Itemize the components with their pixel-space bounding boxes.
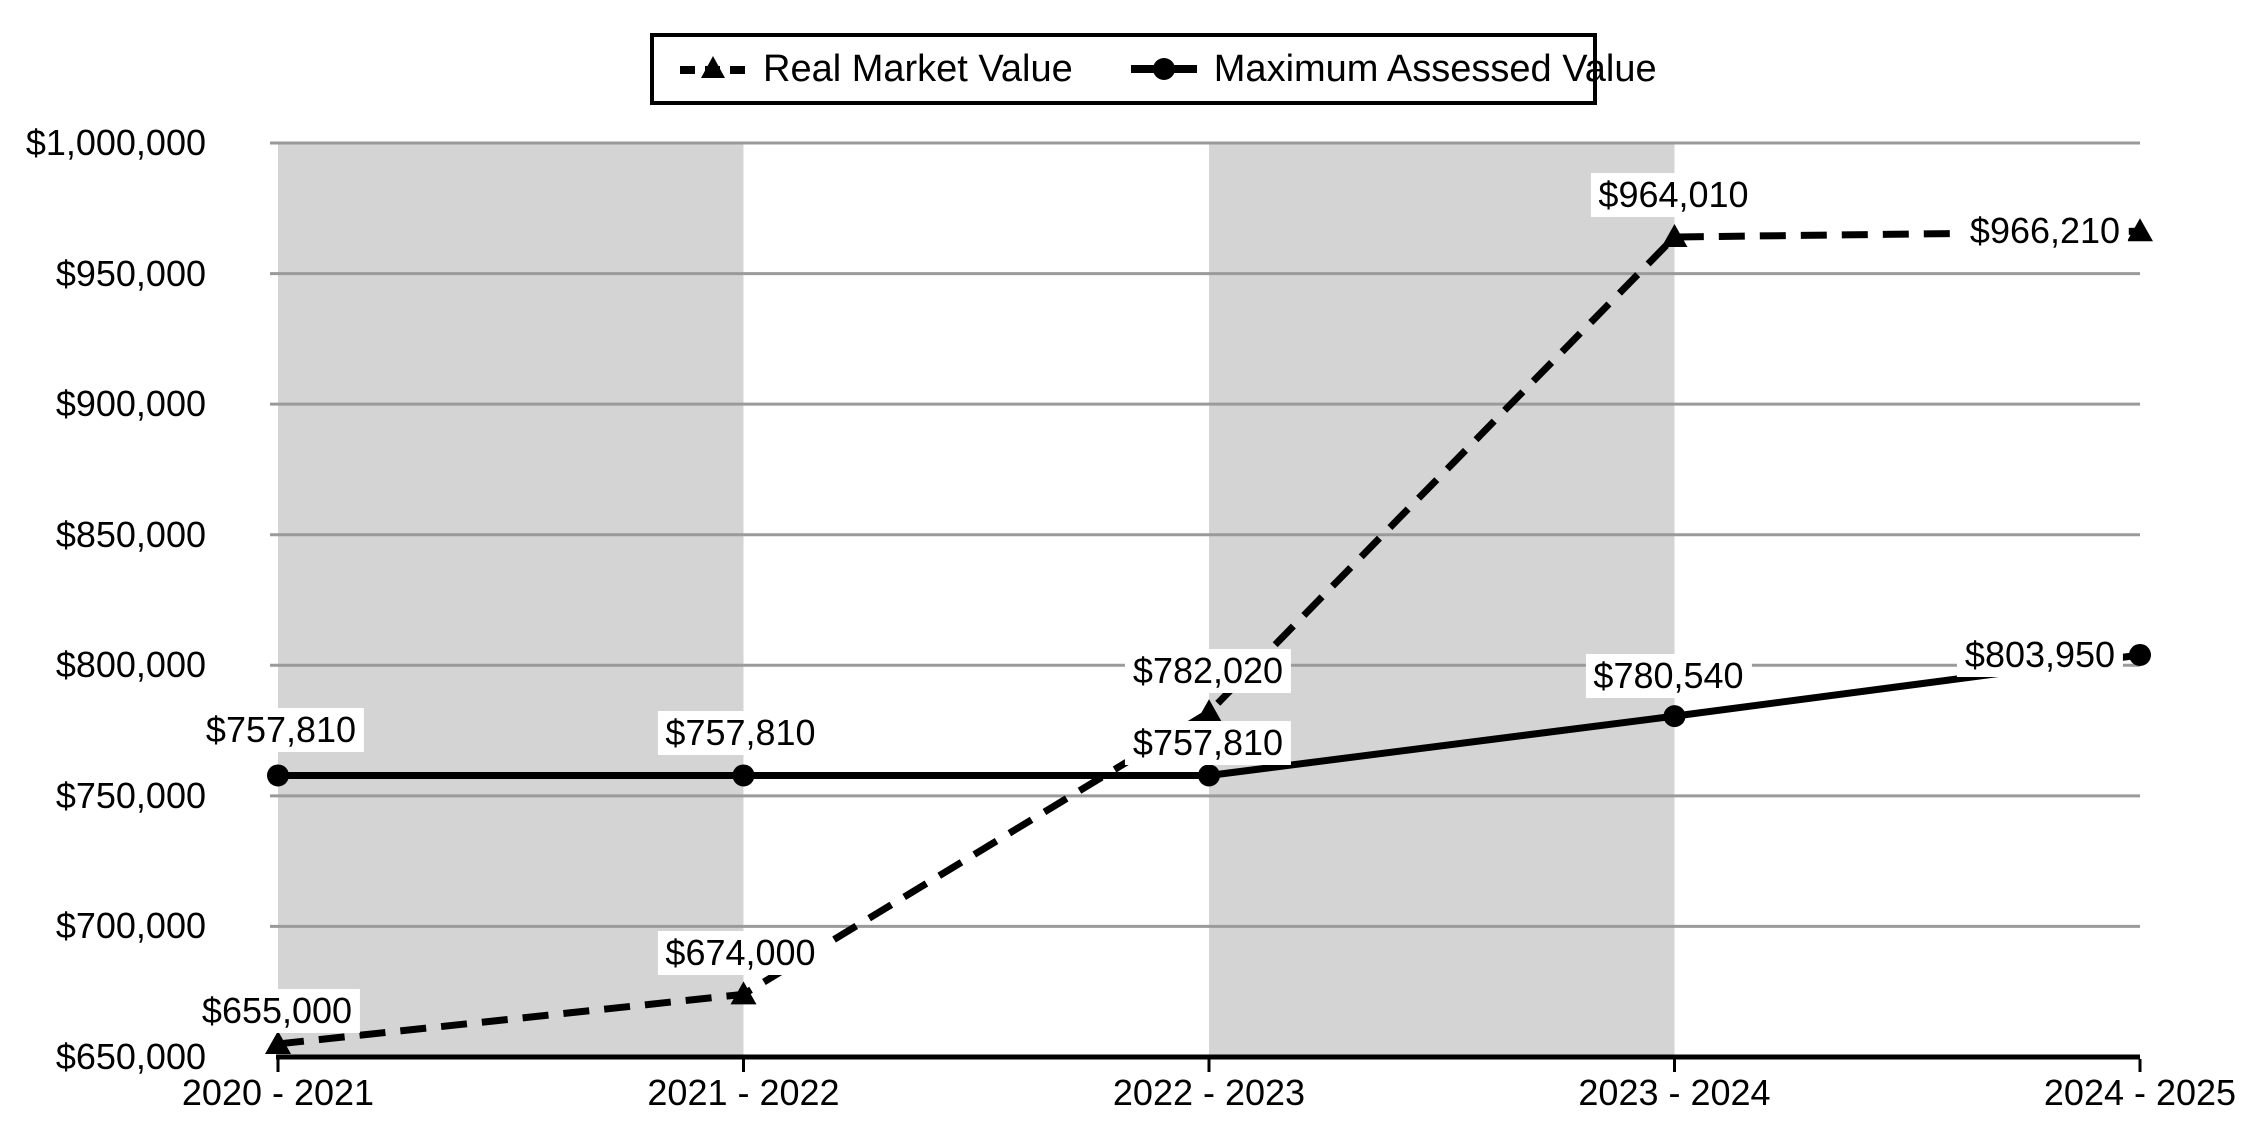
data-point-marker bbox=[1663, 705, 1686, 728]
legend-item-label: Real Market Value bbox=[763, 47, 1073, 90]
legend-item-label: Maximum Assessed Value bbox=[1213, 47, 1657, 90]
plot-band bbox=[278, 143, 744, 1057]
data-point-marker bbox=[2127, 218, 2153, 242]
data-point-marker bbox=[1661, 223, 1688, 247]
data-point-marker bbox=[730, 981, 757, 1005]
legend: Real Market Value Maximum Assessed Value bbox=[650, 33, 1657, 105]
legend-item-real-market-value: Real Market Value bbox=[678, 48, 1073, 91]
data-point-marker bbox=[2129, 643, 2151, 666]
data-point-marker bbox=[267, 764, 289, 787]
solid-line-circle-marker-icon bbox=[1130, 58, 1197, 80]
plot-band bbox=[1209, 143, 1675, 1057]
legend-item-maximum-assessed-value: Maximum Assessed Value bbox=[1129, 48, 1657, 91]
series-line-real-market-value bbox=[277, 227, 2141, 1048]
dashed-line-triangle-marker-icon bbox=[680, 56, 746, 78]
data-point-marker bbox=[1196, 699, 1222, 723]
data-point-marker bbox=[1198, 764, 1220, 787]
data-point-marker bbox=[265, 1030, 291, 1054]
data-point-marker bbox=[732, 764, 755, 787]
